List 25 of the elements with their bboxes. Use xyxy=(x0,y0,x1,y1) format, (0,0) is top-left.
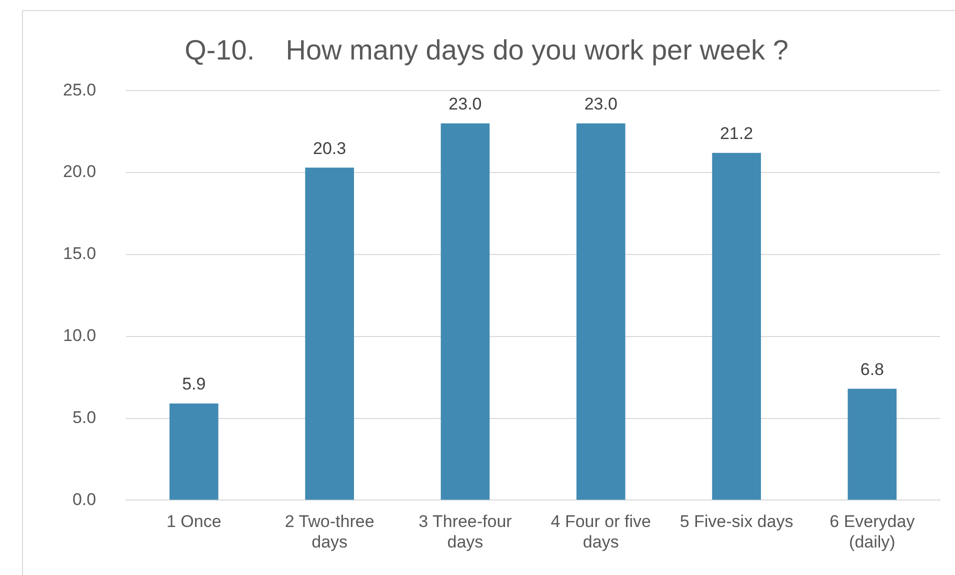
x-tick-label: 4 Four or five days xyxy=(550,512,651,552)
x-tick-label: 5 Five-six days xyxy=(680,512,794,532)
y-tick-label: 15.0 xyxy=(62,244,96,264)
y-tick-label: 10.0 xyxy=(62,326,96,346)
bar xyxy=(848,388,897,500)
x-tick-label: 2 Two-three days xyxy=(284,512,374,552)
bar xyxy=(169,404,218,500)
x-tick-label: 1 Once xyxy=(166,512,222,532)
chart-title: Q-10. How many days do you work per week ? xyxy=(184,34,788,66)
data-label: 5.9 xyxy=(182,374,206,394)
y-tick-label: 20.0 xyxy=(62,162,96,182)
x-tick-label: 3 Three-four days xyxy=(418,512,512,552)
y-tick-label: 0.0 xyxy=(72,490,96,509)
data-label: 23.0 xyxy=(584,94,618,114)
y-tick-label: 5.0 xyxy=(72,408,96,427)
y-tick-label: 25.0 xyxy=(62,80,96,100)
bar xyxy=(712,152,761,500)
x-tick-label: 6 Everyday (daily) xyxy=(830,512,916,552)
bar xyxy=(305,168,354,500)
bar xyxy=(440,123,490,500)
data-label: 21.2 xyxy=(720,124,754,144)
bar xyxy=(576,123,626,500)
data-label: 23.0 xyxy=(448,94,482,114)
data-label: 20.3 xyxy=(313,138,346,158)
data-label: 6.8 xyxy=(860,360,884,379)
